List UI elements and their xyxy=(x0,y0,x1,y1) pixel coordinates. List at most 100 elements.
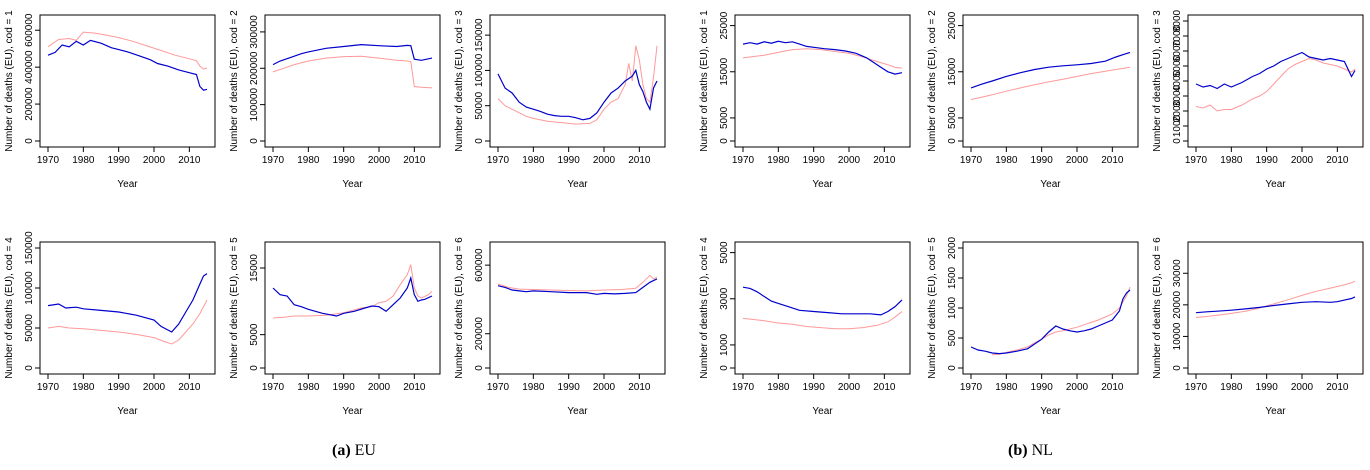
y-tick-label: 15000 xyxy=(719,57,730,85)
x-tick-label: 2010 xyxy=(403,155,426,166)
x-tick-label: 1980 xyxy=(297,155,320,166)
x-axis-label: Year xyxy=(342,179,363,190)
x-tick-label: 1980 xyxy=(522,382,545,393)
plot-frame xyxy=(489,241,666,375)
chart-eu5: 1970 1980 1990 2000 2010 0 5000 15000 Year Number… xyxy=(229,237,441,417)
plot-frame xyxy=(489,14,666,148)
y-tick-label: 300000 xyxy=(249,15,260,49)
y-tick-label: 3000 xyxy=(1172,84,1183,107)
x-tick-label: 2010 xyxy=(628,382,651,393)
chart-nl1: 1970 1980 1990 2000 2010 0 5000 15000 25000 Year N… xyxy=(699,10,911,190)
y-tick-label: 150000 xyxy=(474,18,485,52)
x-tick-label: 2010 xyxy=(628,155,651,166)
y-tick-label: 1500 xyxy=(947,266,958,289)
x-tick-label: 1980 xyxy=(767,382,790,393)
y-tick-label: 2000 xyxy=(1172,99,1183,122)
x-tick-label: 2010 xyxy=(178,155,201,166)
x-axis-label: Year xyxy=(1265,406,1286,417)
y-tick-label: 0 xyxy=(1172,365,1183,371)
series-line-fitted xyxy=(272,55,433,89)
y-tick-label: 5000 xyxy=(719,106,730,129)
y-axis-label: Number of deaths (EU), cod = 1 xyxy=(699,10,710,152)
y-tick-label: 1000 xyxy=(1172,114,1183,137)
caption-nl: (b) NL xyxy=(1008,442,1053,460)
y-tick-label: 30000 xyxy=(1172,259,1183,287)
y-tick-label: 25000 xyxy=(947,11,958,39)
y-axis-label: Number of deaths (EU), cod = 1 xyxy=(4,10,15,152)
series-line-observed xyxy=(497,68,658,121)
y-tick-label: 400000 xyxy=(24,50,35,84)
y-axis-label: Number of deaths (EU), cod = 2 xyxy=(927,10,938,152)
y-tick-label: 150000 xyxy=(24,231,35,265)
chart-eu6: 1970 1980 1990 2000 2010 0 200000 600000 Year Num… xyxy=(454,237,666,417)
x-tick-label: 2010 xyxy=(1326,382,1349,393)
chart-eu4: 1970 1980 1990 2000 2010 0 50000 100000 150000 Ye… xyxy=(4,231,216,417)
y-tick-label: 20000 xyxy=(1172,291,1183,319)
y-tick-label: 50000 xyxy=(24,314,35,342)
x-tick-label: 1980 xyxy=(995,382,1018,393)
x-tick-label: 2000 xyxy=(838,382,861,393)
y-axis-label: Number of deaths (EU), cod = 3 xyxy=(454,10,465,152)
x-tick-label: 1980 xyxy=(522,155,545,166)
y-axis-label: Number of deaths (EU), cod = 2 xyxy=(229,10,240,152)
x-tick-label: 2010 xyxy=(1326,155,1349,166)
series-line-fitted xyxy=(742,311,903,330)
caption-nl-letter: (b) xyxy=(1008,442,1028,459)
x-tick-label: 1970 xyxy=(487,155,510,166)
x-tick-label: 2010 xyxy=(873,155,896,166)
series-line-observed xyxy=(47,39,208,91)
plot-frame xyxy=(1187,241,1364,375)
series-line-observed xyxy=(970,51,1131,89)
y-tick-label: 0 xyxy=(947,365,958,371)
x-tick-label: 2000 xyxy=(368,382,391,393)
y-tick-label: 100000 xyxy=(474,53,485,87)
x-axis-label: Year xyxy=(1265,179,1286,190)
y-tick-label: 50000 xyxy=(474,91,485,119)
y-axis-label: Number of deaths (EU), cod = 5 xyxy=(927,237,938,379)
y-axis-label: Number of deaths (EU), cod = 6 xyxy=(454,237,465,379)
x-tick-label: 1990 xyxy=(333,382,356,393)
y-tick-label: 0 xyxy=(24,138,35,144)
chart-eu1: 1970 1980 1990 2000 2010 0 200000 400000 600000 Y… xyxy=(4,10,216,190)
y-tick-label: 2000 xyxy=(947,236,958,259)
x-tick-label: 2010 xyxy=(1101,155,1124,166)
x-tick-label: 2010 xyxy=(178,382,201,393)
x-tick-label: 1980 xyxy=(297,382,320,393)
y-tick-label: 0 xyxy=(24,365,35,371)
series-line-fitted xyxy=(970,66,1131,100)
series-line-observed xyxy=(272,275,433,317)
chart-nl5: 1970 1980 1990 2000 2010 0 500 1000 1500 2000 Year… xyxy=(927,236,1139,417)
series-line-fitted xyxy=(47,31,208,70)
series-line-fitted xyxy=(497,45,658,125)
series-line-fitted xyxy=(1195,280,1356,318)
x-tick-label: 2000 xyxy=(368,155,391,166)
x-tick-label: 1970 xyxy=(262,155,285,166)
x-tick-label: 1980 xyxy=(1220,155,1243,166)
y-tick-label: 0 xyxy=(249,138,260,144)
y-tick-label: 5000 xyxy=(249,323,260,346)
y-tick-label: 600000 xyxy=(474,248,485,282)
x-tick-label: 1980 xyxy=(767,155,790,166)
y-tick-label: 100000 xyxy=(24,271,35,305)
series-line-observed xyxy=(1195,296,1356,314)
y-axis-label: Number of deaths (EU), cod = 6 xyxy=(1152,237,1163,379)
x-tick-label: 1970 xyxy=(37,382,60,393)
x-tick-label: 2000 xyxy=(1291,382,1314,393)
caption-eu-text: EU xyxy=(354,442,376,459)
x-tick-label: 1980 xyxy=(995,155,1018,166)
y-tick-label: 15000 xyxy=(947,57,958,85)
y-tick-label: 200000 xyxy=(24,87,35,121)
chart-nl3: 1970 1980 1990 2000 201001000200030004000500… xyxy=(1152,9,1364,190)
y-tick-label: 200000 xyxy=(249,51,260,85)
y-tick-label: 5000 xyxy=(947,106,958,129)
series-line-observed xyxy=(742,286,903,316)
x-tick-label: 1990 xyxy=(558,382,581,393)
chart-eu2: 1970 1980 1990 2000 2010 0 100000 200000 300000 Y… xyxy=(229,10,441,190)
x-tick-label: 2010 xyxy=(873,382,896,393)
series-line-fitted xyxy=(47,299,208,345)
x-tick-label: 2010 xyxy=(403,382,426,393)
x-axis-label: Year xyxy=(117,406,138,417)
plot-frame xyxy=(962,14,1139,148)
